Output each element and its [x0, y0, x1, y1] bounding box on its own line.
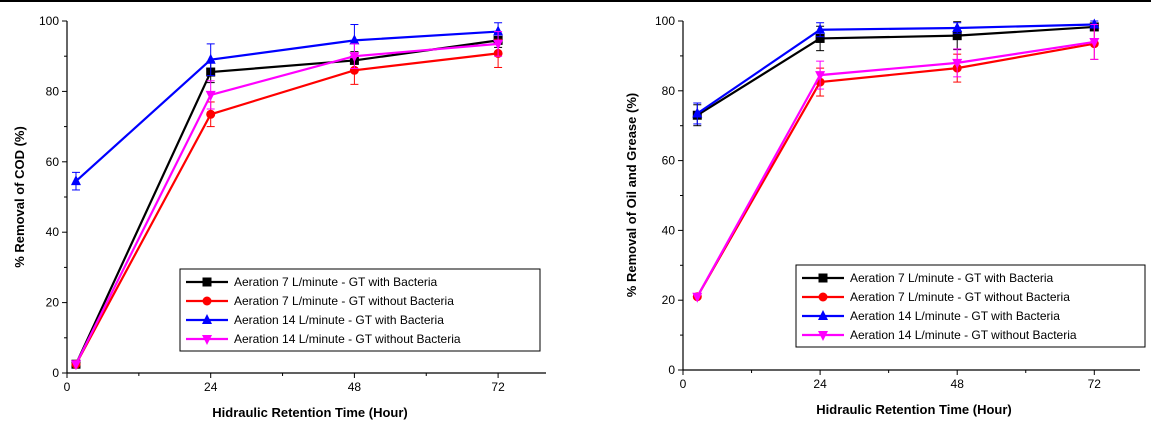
data-point	[493, 39, 504, 50]
y-axis-title: % Removal of COD (%)	[12, 126, 27, 268]
series-line	[696, 42, 1095, 298]
series-line	[696, 25, 1095, 117]
legend-marker	[202, 314, 212, 324]
y-axis-title: % Removal of Oil and Grease (%)	[624, 93, 639, 297]
data-point	[206, 109, 216, 119]
data-point	[692, 107, 703, 118]
legend-marker	[202, 335, 212, 345]
legend-marker	[202, 296, 212, 306]
legend-marker	[202, 277, 212, 287]
data-point	[952, 21, 963, 32]
data-point	[815, 33, 825, 43]
y-tick-label: 40	[662, 223, 676, 237]
legend-marker	[818, 292, 828, 302]
x-tick-label: 72	[1088, 377, 1102, 391]
series-3	[692, 23, 1100, 303]
x-tick-label: 72	[491, 380, 505, 394]
y-tick-label: 0	[668, 363, 675, 377]
series-3	[70, 31, 504, 371]
data-point	[349, 52, 360, 63]
x-tick-label: 0	[64, 380, 71, 394]
legend-label: Aeration 7 L/minute - GT with Bacteria	[850, 271, 1054, 285]
y-tick-label: 100	[39, 14, 59, 28]
data-point	[952, 31, 962, 41]
x-tick-label: 24	[813, 377, 827, 391]
legend-marker	[818, 310, 828, 320]
data-point	[70, 360, 81, 371]
x-axis-title: Hidraulic Retention Time (Hour)	[816, 402, 1012, 417]
series-line	[74, 42, 499, 365]
legend-label: Aeration 7 L/minute - GT with Bacteria	[234, 275, 438, 289]
x-tick-label: 0	[680, 377, 687, 391]
y-tick-label: 20	[662, 293, 676, 307]
legend-label: Aeration 14 L/minute - GT with Bacteria	[850, 309, 1060, 323]
series-line	[696, 40, 1095, 298]
top-border-line	[0, 0, 1151, 2]
x-tick-label: 48	[348, 380, 362, 394]
data-point	[1089, 18, 1100, 29]
legend-label: Aeration 7 L/minute - GT without Bacteri…	[234, 294, 454, 308]
x-axis-title: Hidraulic Retention Time (Hour)	[212, 405, 408, 420]
y-tick-label: 80	[662, 84, 676, 98]
series-2	[692, 18, 1100, 125]
series-line	[75, 52, 499, 365]
legend-marker	[818, 273, 828, 283]
y-tick-label: 40	[46, 225, 60, 239]
cod-removal-chart: % Removal of COD (%) Hidraulic Retention…	[12, 14, 546, 420]
legend-box	[179, 268, 541, 352]
data-point	[952, 58, 963, 69]
legend-label: Aeration 14 L/minute - GT without Bacter…	[234, 332, 461, 346]
legend-label: Aeration 7 L/minute - GT without Bacteri…	[850, 290, 1070, 304]
data-point	[815, 71, 826, 82]
data-point	[815, 23, 826, 34]
data-point	[1089, 37, 1100, 48]
x-tick-label: 24	[204, 380, 218, 394]
y-tick-label: 100	[655, 14, 675, 28]
data-point	[70, 175, 81, 186]
y-tick-label: 0	[52, 366, 59, 380]
data-point	[692, 292, 703, 303]
legend-label: Aeration 14 L/minute - GT without Bacter…	[850, 328, 1077, 342]
legend-marker	[818, 331, 828, 341]
series-line	[75, 30, 499, 182]
oil-grease-removal-chart: % Removal of Oil and Grease (%) Hidrauli…	[624, 14, 1146, 417]
data-point	[493, 25, 504, 36]
legend-box	[795, 264, 1146, 348]
y-tick-label: 60	[662, 154, 676, 168]
y-tick-label: 20	[46, 296, 60, 310]
y-tick-label: 80	[46, 84, 60, 98]
data-point	[205, 90, 216, 101]
data-point	[205, 53, 216, 64]
data-point	[349, 34, 360, 45]
legend-label: Aeration 14 L/minute - GT with Bacteria	[234, 313, 444, 327]
series-line	[696, 23, 1095, 115]
y-tick-label: 60	[46, 155, 60, 169]
x-tick-label: 48	[951, 377, 965, 391]
